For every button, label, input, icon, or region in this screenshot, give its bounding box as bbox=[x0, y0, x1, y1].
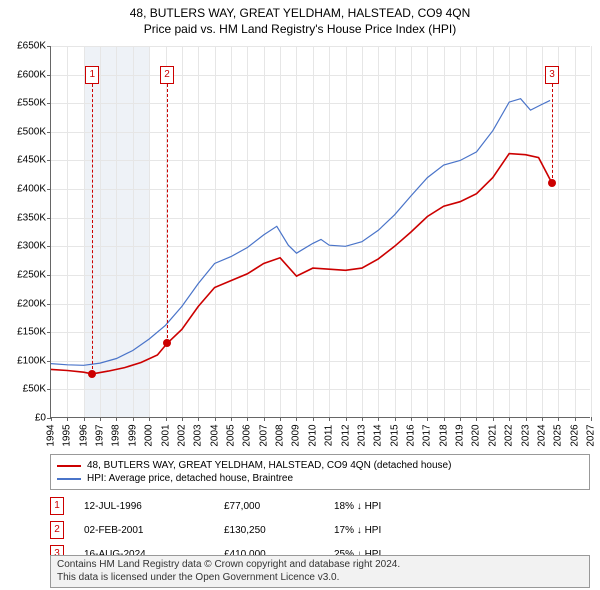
transaction-date: 02-FEB-2001 bbox=[84, 525, 224, 536]
y-axis-label: £150K bbox=[0, 327, 46, 338]
transaction-diff: 17% ↓ HPI bbox=[334, 525, 454, 536]
legend-item: HPI: Average price, detached house, Brai… bbox=[57, 472, 583, 485]
plot-area: £0£50K£100K£150K£200K£250K£300K£350K£400… bbox=[50, 46, 590, 418]
transaction-price: £77,000 bbox=[224, 501, 334, 512]
series-line bbox=[51, 154, 552, 374]
sale-marker-dot bbox=[88, 370, 96, 378]
x-axis-label: 1995 bbox=[62, 424, 73, 446]
x-axis-label: 2008 bbox=[275, 424, 286, 446]
transaction-price: £130,250 bbox=[224, 525, 334, 536]
transaction-date: 12-JUL-1996 bbox=[84, 501, 224, 512]
x-axis-label: 2011 bbox=[324, 425, 335, 447]
y-axis-label: £500K bbox=[0, 126, 46, 137]
chart-area: £0£50K£100K£150K£200K£250K£300K£350K£400… bbox=[50, 46, 590, 418]
x-axis-label: 2022 bbox=[504, 424, 515, 446]
footnote-box: Contains HM Land Registry data © Crown c… bbox=[50, 555, 590, 588]
series-svg bbox=[51, 46, 591, 418]
sale-marker-dot bbox=[548, 179, 556, 187]
transaction-row: 2 02-FEB-2001£130,25017% ↓ HPI bbox=[50, 518, 590, 542]
y-axis-label: £550K bbox=[0, 98, 46, 109]
transaction-marker-box: 2 bbox=[50, 521, 64, 539]
y-axis-label: £0 bbox=[0, 413, 46, 424]
footnote-line-2: This data is licensed under the Open Gov… bbox=[57, 572, 583, 585]
x-axis-label: 1994 bbox=[46, 424, 57, 446]
chart-container: 48, BUTLERS WAY, GREAT YELDHAM, HALSTEAD… bbox=[0, 0, 600, 590]
x-axis-label: 2021 bbox=[487, 424, 498, 446]
y-axis-label: £350K bbox=[0, 212, 46, 223]
x-axis-label: 2000 bbox=[144, 424, 155, 446]
y-axis-label: £50K bbox=[0, 384, 46, 395]
footnote-line-1: Contains HM Land Registry data © Crown c… bbox=[57, 559, 583, 572]
x-axis-label: 1999 bbox=[127, 424, 138, 446]
sale-marker-connector bbox=[92, 84, 93, 374]
transaction-marker-box: 1 bbox=[50, 497, 64, 515]
transaction-row: 1 12-JUL-1996£77,00018% ↓ HPI bbox=[50, 494, 590, 518]
y-axis-label: £100K bbox=[0, 355, 46, 366]
y-axis-label: £200K bbox=[0, 298, 46, 309]
x-axis-label: 2014 bbox=[373, 424, 384, 446]
x-axis-label: 2012 bbox=[340, 424, 351, 446]
sale-marker-box: 1 bbox=[85, 66, 99, 84]
x-axis-label: 2001 bbox=[160, 424, 171, 446]
y-axis-label: £600K bbox=[0, 69, 46, 80]
sale-marker-connector bbox=[552, 84, 553, 184]
chart-title: 48, BUTLERS WAY, GREAT YELDHAM, HALSTEAD… bbox=[0, 0, 600, 20]
sale-marker-connector bbox=[167, 84, 168, 344]
legend-box: 48, BUTLERS WAY, GREAT YELDHAM, HALSTEAD… bbox=[50, 454, 590, 490]
legend-label: 48, BUTLERS WAY, GREAT YELDHAM, HALSTEAD… bbox=[87, 460, 451, 471]
x-axis-label: 1997 bbox=[95, 424, 106, 446]
series-line bbox=[51, 99, 550, 366]
y-axis-label: £450K bbox=[0, 155, 46, 166]
sale-marker-box: 3 bbox=[545, 66, 559, 84]
x-axis-label: 2024 bbox=[536, 424, 547, 446]
y-axis-label: £400K bbox=[0, 184, 46, 195]
y-axis-label: £250K bbox=[0, 269, 46, 280]
legend-swatch bbox=[57, 465, 81, 467]
transaction-diff: 18% ↓ HPI bbox=[334, 501, 454, 512]
x-axis-label: 2016 bbox=[406, 424, 417, 446]
x-axis-label: 2018 bbox=[438, 424, 449, 446]
x-axis-label: 2002 bbox=[176, 424, 187, 446]
legend-item: 48, BUTLERS WAY, GREAT YELDHAM, HALSTEAD… bbox=[57, 459, 583, 472]
x-axis-label: 1996 bbox=[78, 424, 89, 446]
sale-marker-dot bbox=[163, 339, 171, 347]
x-axis-label: 2023 bbox=[520, 424, 531, 446]
x-axis-label: 2019 bbox=[455, 424, 466, 446]
y-axis-label: £650K bbox=[0, 41, 46, 52]
legend-label: HPI: Average price, detached house, Brai… bbox=[87, 473, 293, 484]
x-axis-label: 2007 bbox=[258, 424, 269, 446]
x-axis-label: 2017 bbox=[422, 424, 433, 446]
x-axis-label: 2010 bbox=[307, 424, 318, 446]
x-axis-label: 2025 bbox=[553, 424, 564, 446]
x-axis-label: 2006 bbox=[242, 424, 253, 446]
chart-subtitle: Price paid vs. HM Land Registry's House … bbox=[0, 20, 600, 36]
legend-swatch bbox=[57, 478, 81, 480]
y-axis-label: £300K bbox=[0, 241, 46, 252]
x-axis-label: 2009 bbox=[291, 424, 302, 446]
x-axis-label: 2013 bbox=[356, 424, 367, 446]
x-axis-label: 1998 bbox=[111, 424, 122, 446]
x-axis-label: 2015 bbox=[389, 424, 400, 446]
x-axis-label: 2027 bbox=[586, 424, 597, 446]
x-axis-label: 2026 bbox=[569, 424, 580, 446]
x-axis-label: 2020 bbox=[471, 424, 482, 446]
x-axis-label: 2003 bbox=[193, 424, 204, 446]
sale-marker-box: 2 bbox=[160, 66, 174, 84]
x-axis-label: 2004 bbox=[209, 424, 220, 446]
x-axis-label: 2005 bbox=[226, 424, 237, 446]
